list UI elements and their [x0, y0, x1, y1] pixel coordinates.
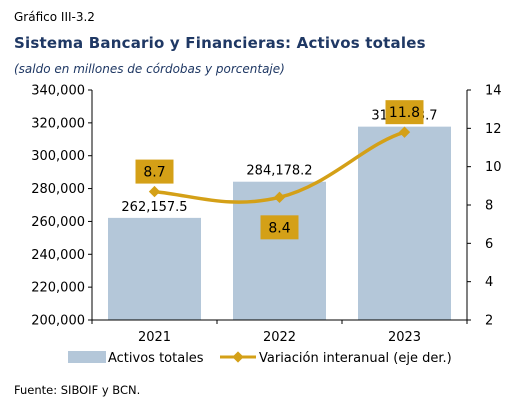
bar-value-label-2022: 284,178.2: [246, 164, 312, 179]
y-right-tick-label: 4: [485, 275, 493, 290]
y-left-tick-label: 340,000: [31, 84, 85, 99]
y-right-tick-label: 14: [485, 84, 502, 99]
line-value-box-2021: [135, 159, 174, 184]
chart-subtitle: (saldo en millones de córdobas y porcent…: [14, 62, 285, 76]
y-left-tick-label: 320,000: [31, 116, 85, 131]
source-note: Fuente: SIBOIF y BCN.: [14, 383, 141, 397]
y-right-tick-label: 8: [485, 199, 493, 214]
y-left-tick-label: 200,000: [31, 314, 85, 329]
y-right-tick-label: 6: [485, 237, 493, 252]
y-left-tick-label: 220,000: [31, 281, 85, 296]
legend-label-line: Variación interanual (eje der.): [259, 351, 452, 366]
legend-marker-line: [232, 351, 244, 363]
line-marker-2022: [273, 191, 286, 203]
x-tick-label-2023: 2023: [388, 330, 421, 345]
legend-swatch-bars: [68, 351, 106, 363]
line-value-label-2022: 8.4: [268, 220, 290, 236]
y-right-tick-label: 2: [485, 314, 493, 329]
legend-label-bars: Activos totales: [108, 351, 204, 366]
y-left-tick-label: 280,000: [31, 182, 85, 197]
bar-2021: [108, 217, 201, 320]
chart-area: 200,000 220,000 240,000 260,000 280,000 300,0…: [31, 84, 502, 367]
y-right-tick-label: 10: [485, 160, 502, 175]
y-left-tick-label: 300,000: [31, 149, 85, 164]
line-value-box-2023: [385, 100, 424, 125]
x-tick-label-2021: 2021: [138, 330, 171, 345]
bar-value-label-2021: 262,157.5: [121, 200, 187, 215]
line-value-label-2021: 8.7: [143, 165, 165, 181]
chart-title: Sistema Bancario y Financieras: Activos …: [14, 34, 426, 52]
line-value-label-2023: 11.8: [389, 105, 420, 121]
bar-2022: [233, 181, 326, 320]
chart-number-label: Gráfico III-3.2: [14, 10, 95, 24]
bar-2023: [358, 126, 451, 321]
y-right-tick-label: 12: [485, 122, 502, 137]
line-marker-2021: [148, 185, 161, 198]
y-left-tick-label: 260,000: [31, 215, 85, 230]
line-value-box-2022: [260, 215, 299, 240]
x-tick-label-2022: 2022: [263, 330, 296, 345]
y-left-tick-label: 240,000: [31, 248, 85, 263]
line-marker-2023: [398, 126, 411, 138]
